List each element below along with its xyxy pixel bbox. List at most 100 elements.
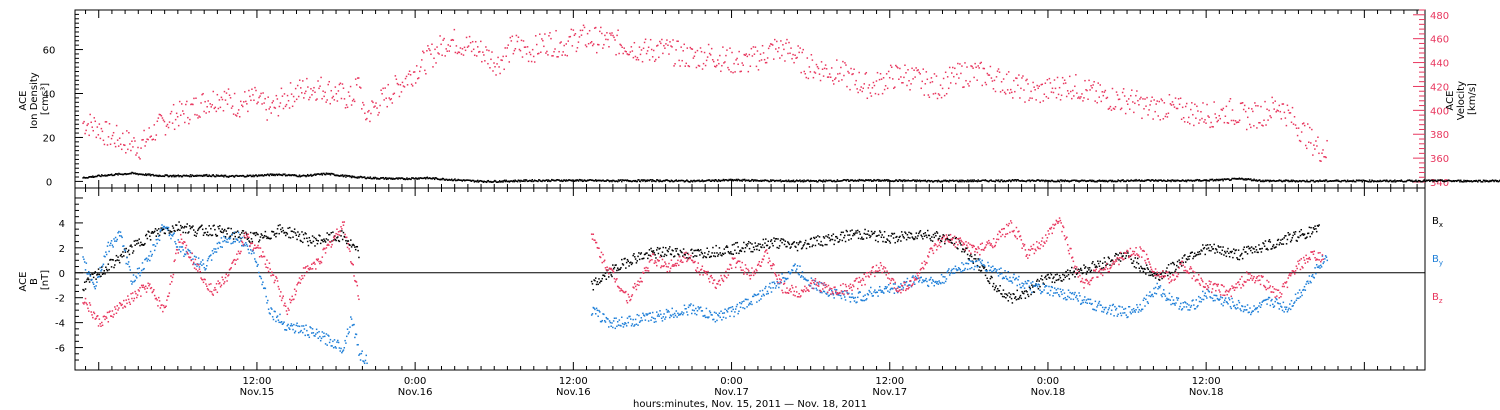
density-point — [1184, 180, 1186, 182]
by-point — [100, 270, 102, 272]
velocity-point — [818, 73, 821, 75]
bx-point — [1253, 248, 1255, 250]
bx-point — [906, 233, 909, 236]
bx-point — [1047, 273, 1049, 276]
velocity-point — [703, 51, 706, 54]
bx-point — [290, 230, 293, 232]
density-point — [1003, 179, 1005, 182]
velocity-point — [929, 81, 932, 84]
velocity-point — [924, 83, 927, 85]
density-point — [1381, 180, 1383, 182]
density-point — [1196, 178, 1198, 181]
bx-point — [1277, 238, 1280, 241]
density-point — [615, 180, 617, 182]
velocity-point — [1233, 123, 1236, 125]
bx-point — [271, 230, 274, 233]
bx-point — [615, 264, 617, 266]
density-point — [206, 173, 208, 176]
velocity-point — [938, 94, 941, 96]
density-point — [436, 177, 438, 180]
bx-point — [225, 230, 228, 232]
velocity-point — [1275, 111, 1277, 113]
velocity-point — [348, 95, 351, 97]
density-point — [898, 179, 901, 181]
bx-point — [1300, 228, 1302, 231]
density-point — [1486, 180, 1489, 182]
bx-point — [866, 233, 869, 235]
velocity-point — [1085, 89, 1087, 91]
velocity-point — [219, 106, 222, 109]
density-point — [942, 180, 944, 182]
velocity-point — [788, 41, 790, 44]
density-point — [920, 179, 922, 182]
density-point — [1275, 180, 1277, 182]
velocity-point — [529, 53, 532, 56]
velocity-point — [976, 79, 978, 81]
velocity-point — [834, 78, 836, 81]
density-point — [998, 180, 1001, 183]
velocity-point — [945, 92, 948, 95]
density-point — [590, 179, 592, 181]
bx-point — [863, 232, 866, 235]
velocity-point — [398, 95, 401, 98]
velocity-point — [1160, 98, 1163, 100]
density-point — [508, 181, 511, 183]
velocity-point — [1172, 103, 1175, 106]
velocity-point — [1287, 109, 1290, 112]
density-point — [695, 180, 697, 182]
bx-point — [891, 233, 894, 235]
bx-point — [213, 224, 215, 227]
bx-point — [1074, 276, 1076, 278]
velocity-point — [287, 99, 290, 102]
bx-point — [656, 246, 659, 249]
velocity-point — [725, 54, 727, 57]
velocity-point — [189, 118, 191, 121]
density-point — [1004, 180, 1006, 183]
density-point — [975, 180, 977, 182]
density-point — [455, 179, 458, 182]
b-tick-label: -4 — [55, 319, 65, 330]
bx-point — [341, 230, 343, 232]
density-point — [1152, 179, 1154, 181]
bx-point — [85, 280, 88, 283]
density-point — [606, 179, 608, 181]
bx-point — [1077, 268, 1080, 271]
bx-point — [809, 238, 812, 240]
density-point — [1278, 179, 1281, 181]
density-point — [1150, 179, 1153, 181]
velocity-point — [498, 66, 500, 68]
density-point — [835, 180, 838, 183]
bx-point — [1118, 259, 1120, 261]
density-point — [255, 174, 258, 176]
density-point — [289, 174, 292, 176]
bx-point — [918, 232, 920, 235]
velocity-point — [895, 64, 897, 67]
velocity-point — [757, 69, 760, 71]
density-point — [251, 175, 254, 178]
bx-point — [355, 245, 358, 248]
velocity-point — [1284, 117, 1287, 119]
density-point — [1336, 180, 1338, 182]
bx-point — [1114, 255, 1116, 257]
density-point — [1493, 180, 1495, 183]
density-point — [1389, 179, 1391, 182]
density-point — [1470, 180, 1473, 182]
density-point — [1191, 180, 1193, 182]
bx-point — [770, 239, 773, 241]
bx-point — [1040, 275, 1043, 277]
density-point — [608, 180, 611, 183]
velocity-point — [617, 29, 619, 31]
bx-point — [988, 280, 990, 283]
velocity-point — [179, 114, 182, 116]
density-point — [865, 178, 867, 181]
bx-point — [1291, 237, 1294, 239]
density-point — [273, 173, 276, 176]
bx-point — [1162, 275, 1165, 278]
density-point — [945, 180, 948, 183]
velocity-point — [731, 51, 733, 54]
density-point — [1343, 179, 1346, 182]
density-point — [1442, 180, 1444, 182]
bx-point — [1005, 297, 1007, 299]
velocity-point — [619, 43, 621, 46]
density-point — [92, 175, 94, 177]
